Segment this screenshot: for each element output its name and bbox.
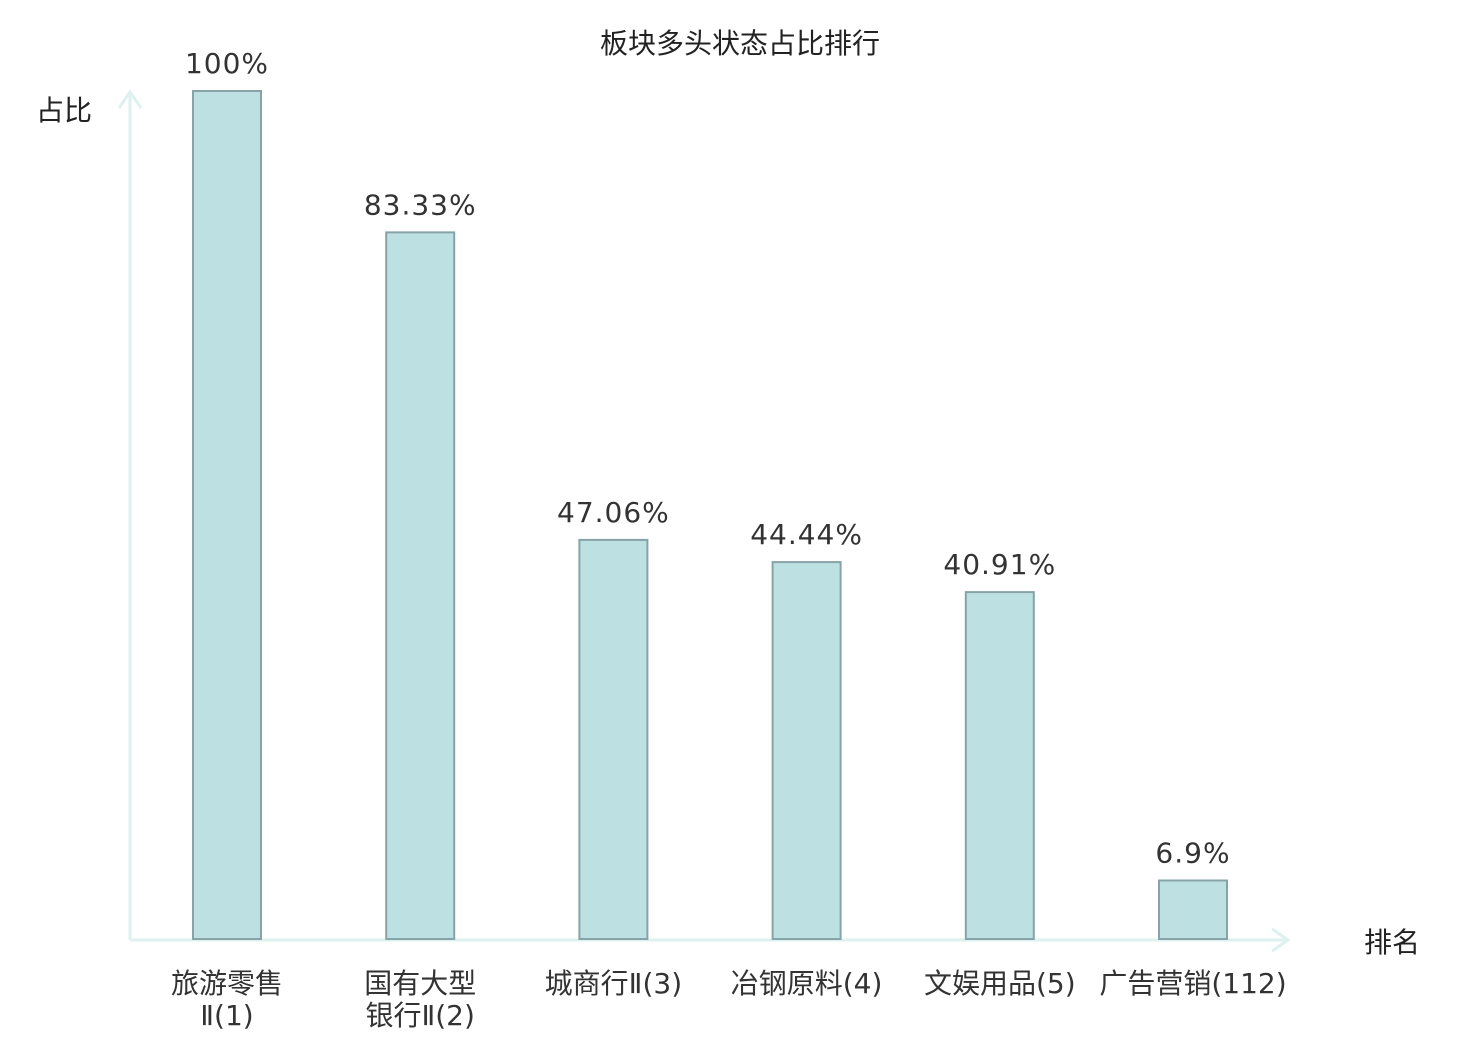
value-label-2: 83.33% <box>364 188 477 221</box>
value-label-1: 100% <box>185 47 269 80</box>
value-label-5: 40.91% <box>943 548 1056 581</box>
x-axis-label: 排名 <box>1364 926 1420 959</box>
value-label-4: 44.44% <box>750 518 863 551</box>
category-label-4: 冶钢原料(4) <box>731 967 883 1000</box>
x-axis <box>130 927 1291 953</box>
bars-group <box>192 90 1228 941</box>
bar-5 <box>964 591 1035 940</box>
value-labels-group: 100% 83.33% 47.06% 44.44% 40.91% 6.9% <box>185 47 1230 870</box>
y-axis-label: 占比 <box>36 94 92 127</box>
bar-1 <box>192 90 262 940</box>
bar-6 <box>1158 879 1228 940</box>
bar-2 <box>385 231 456 940</box>
category-label-6: 广告营销(112) <box>1099 967 1286 1000</box>
y-axis <box>117 89 143 940</box>
category-label-2-line-1: 国有大型 <box>364 967 476 1000</box>
bar-3 <box>578 538 649 941</box>
category-label-1-line-2: Ⅱ(1) <box>200 999 253 1032</box>
category-label-1-line-1: 旅游零售 <box>171 967 283 1000</box>
category-label-2-line-2: 银行Ⅱ(2) <box>365 999 474 1032</box>
bar-4 <box>771 561 842 940</box>
value-label-3: 47.06% <box>557 496 670 529</box>
category-label-5: 文娱用品(5) <box>924 967 1076 1000</box>
value-label-6: 6.9% <box>1155 837 1230 870</box>
chart-title: 板块多头状态占比排行 <box>600 27 880 60</box>
category-label-3: 城商行Ⅱ(3) <box>545 967 682 1000</box>
